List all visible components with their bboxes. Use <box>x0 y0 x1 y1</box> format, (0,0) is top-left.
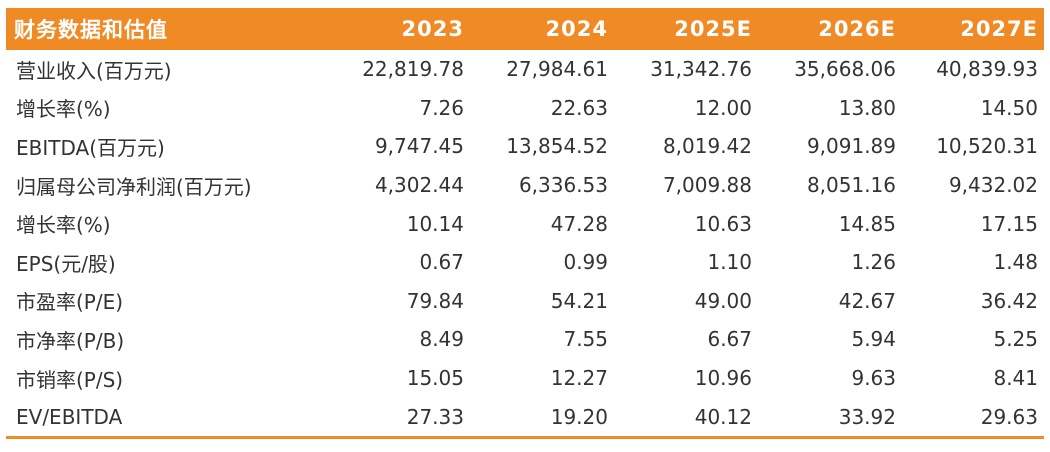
table-cell: 0.99 <box>563 250 608 275</box>
table-cell: 29.63 <box>902 397 1044 439</box>
table-row: 市销率(P/S) 15.05 12.27 10.96 9.63 8.41 <box>6 359 1044 398</box>
table-cell: 8.49 <box>419 327 464 352</box>
table-cell: 40,839.93 <box>936 57 1038 82</box>
header-year-2025e: 2025E <box>674 17 752 41</box>
row-label: 增长率(%) <box>16 97 111 122</box>
table-cell: 13,854.52 <box>506 134 608 159</box>
row-label: 市盈率(P/E) <box>16 290 124 315</box>
table-cell: 13.80 <box>838 95 896 120</box>
table-cell: 1.48 <box>993 250 1038 275</box>
table-cell: 8,051.16 <box>806 173 896 198</box>
table-cell: 10.96 <box>694 366 752 391</box>
table-cell: 17.15 <box>980 211 1038 236</box>
table-cell: 8.41 <box>993 366 1038 391</box>
table-cell: 14.50 <box>980 95 1038 120</box>
table-cell: 10.14 <box>406 211 464 236</box>
table-cell: 35,668.06 <box>794 57 896 82</box>
table-cell: 19.20 <box>470 397 614 439</box>
row-label: 归属母公司净利润(百万元) <box>16 174 252 199</box>
table-cell: 12.27 <box>550 366 608 391</box>
table-cell: 10,520.31 <box>936 134 1038 159</box>
table-cell: 47.28 <box>550 211 608 236</box>
row-label: 市销率(P/S) <box>16 367 124 392</box>
row-label: EV/EBITDA <box>6 397 312 439</box>
table-cell: 27.33 <box>312 397 470 439</box>
header-title: 财务数据和估值 <box>14 18 168 42</box>
header-year-2023: 2023 <box>401 17 464 41</box>
table-row: 增长率(%) 7.26 22.63 12.00 13.80 14.50 <box>6 89 1044 128</box>
table-cell: 31,342.76 <box>650 57 752 82</box>
table-row: EBITDA(百万元) 9,747.45 13,854.52 8,019.42 … <box>6 127 1044 166</box>
table-row: EV/EBITDA 27.33 19.20 40.12 33.92 29.63 <box>6 397 1044 439</box>
table-cell: 7.26 <box>419 95 464 120</box>
table-cell: 42.67 <box>838 288 896 313</box>
table-cell: 6.67 <box>707 327 752 352</box>
table-cell: 27,984.61 <box>506 57 608 82</box>
table-cell: 4,302.44 <box>374 173 464 198</box>
table-row: 市盈率(P/E) 79.84 54.21 49.00 42.67 36.42 <box>6 282 1044 321</box>
row-label: 增长率(%) <box>16 213 111 238</box>
row-label: EBITDA(百万元) <box>16 135 165 160</box>
table-row: EPS(元/股) 0.67 0.99 1.10 1.26 1.48 <box>6 243 1044 282</box>
table-cell: 10.63 <box>694 211 752 236</box>
header-year-2024: 2024 <box>545 17 608 41</box>
table-cell: 5.25 <box>993 327 1038 352</box>
table-cell: 40.12 <box>614 397 758 439</box>
header-year-2026e: 2026E <box>818 17 896 41</box>
table-row: 增长率(%) 10.14 47.28 10.63 14.85 17.15 <box>6 204 1044 243</box>
table-cell: 22,819.78 <box>362 57 464 82</box>
table-cell: 22.63 <box>550 95 608 120</box>
table-cell: 7.55 <box>563 327 608 352</box>
table-cell: 79.84 <box>406 288 464 313</box>
table-cell: 1.26 <box>851 250 896 275</box>
table-cell: 49.00 <box>694 288 752 313</box>
table-cell: 9.63 <box>851 366 896 391</box>
table-cell: 9,432.02 <box>948 173 1038 198</box>
table-cell: 7,009.88 <box>662 173 752 198</box>
table-cell: 54.21 <box>550 288 608 313</box>
table-cell: 5.94 <box>851 327 896 352</box>
table-cell: 36.42 <box>980 288 1038 313</box>
table-header-row: 财务数据和估值 2023 2024 2025E 2026E 2027E <box>6 8 1044 50</box>
table-cell: 33.92 <box>758 397 902 439</box>
table-row: 营业收入(百万元) 22,819.78 27,984.61 31,342.76 … <box>6 50 1044 89</box>
table-cell: 6,336.53 <box>518 173 608 198</box>
header-year-2027e: 2027E <box>960 17 1038 41</box>
table-cell: 12.00 <box>694 95 752 120</box>
table-cell: 1.10 <box>707 250 752 275</box>
table-cell: 14.85 <box>838 211 896 236</box>
row-label: 营业收入(百万元) <box>16 58 172 83</box>
table-cell: 15.05 <box>406 366 464 391</box>
table-row: 归属母公司净利润(百万元) 4,302.44 6,336.53 7,009.88… <box>6 166 1044 205</box>
table-cell: 0.67 <box>419 250 464 275</box>
table-cell: 8,019.42 <box>662 134 752 159</box>
row-label: EPS(元/股) <box>16 251 116 276</box>
table-cell: 9,091.89 <box>806 134 896 159</box>
financial-summary-table-container: 财务数据和估值 2023 2024 2025E 2026E 2027E 营业收入… <box>6 8 1044 439</box>
table-row: 市净率(P/B) 8.49 7.55 6.67 5.94 5.25 <box>6 320 1044 359</box>
financial-summary-table: 财务数据和估值 2023 2024 2025E 2026E 2027E 营业收入… <box>6 8 1044 439</box>
row-label: 市净率(P/B) <box>16 328 125 353</box>
table-cell: 9,747.45 <box>374 134 464 159</box>
